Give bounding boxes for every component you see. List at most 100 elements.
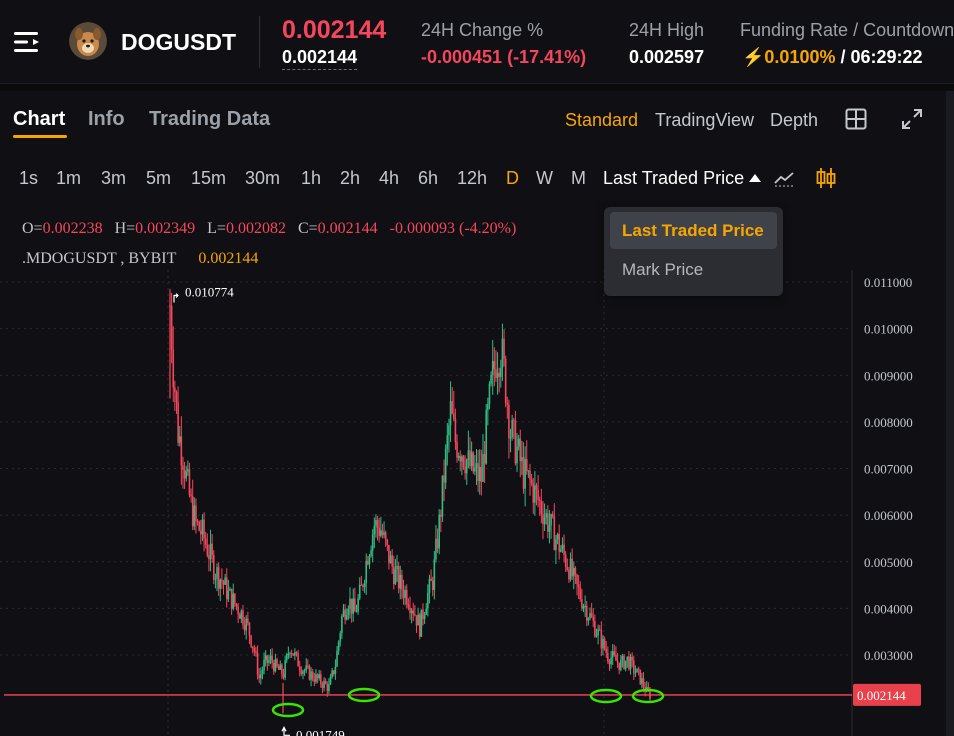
view-depth[interactable]: Depth	[770, 110, 819, 130]
candle-body	[251, 646, 254, 649]
candle-body	[272, 662, 275, 672]
fullscreen-icon[interactable]	[900, 107, 924, 131]
low-marker-label: 0.001749	[296, 727, 345, 736]
interval-5m[interactable]: 5m	[146, 168, 172, 188]
candle-body	[363, 582, 366, 587]
candle-body	[428, 578, 431, 593]
funding-label[interactable]: Funding Rate / Countdown	[740, 20, 954, 40]
annotation-circle	[631, 688, 665, 704]
candle-body	[219, 579, 222, 589]
candlestick-icon[interactable]	[815, 166, 837, 190]
ohlc-readout: O=0.002238 H=0.002349 L=0.002082 C=0.002…	[22, 220, 516, 238]
candle-body	[538, 499, 541, 502]
tab-info[interactable]: Info	[88, 108, 125, 130]
candle-body	[177, 402, 179, 443]
option-last-traded-price[interactable]: Last Traded Price	[610, 212, 777, 249]
c-label: C=	[297, 220, 318, 237]
candle-body	[402, 589, 405, 598]
interval-15m[interactable]: 15m	[191, 168, 227, 188]
candle-body	[204, 538, 207, 545]
candle-body	[285, 654, 288, 661]
candle-body	[187, 469, 189, 472]
interval-w[interactable]: W	[536, 168, 553, 188]
interval-30m[interactable]: 30m	[245, 168, 281, 188]
candle-body	[519, 438, 522, 462]
candle-body	[180, 436, 183, 466]
candle-body	[610, 657, 612, 665]
candle-body	[386, 539, 389, 545]
candle-body	[183, 470, 186, 479]
candle-body	[380, 530, 382, 536]
menu-icon[interactable]	[14, 30, 42, 54]
candle-body	[551, 514, 554, 517]
price-type-selector[interactable]: Last Traded Price	[603, 168, 745, 188]
active-tab-indicator	[13, 135, 67, 138]
candle-body	[315, 674, 317, 682]
candle-body	[298, 666, 301, 671]
c-value: 0.002144	[317, 220, 378, 237]
candle-body	[616, 660, 619, 663]
candle-body	[491, 361, 494, 375]
candle-body	[636, 668, 638, 673]
candle-body	[543, 517, 546, 525]
price-chart[interactable]: 0.011000 0.010000 0.009000 0.008000 0.007000…	[0, 270, 946, 736]
candle-body	[595, 635, 598, 637]
candle-body	[522, 456, 525, 489]
candle-body	[506, 403, 509, 405]
change-value: -0.000451 (-17.41%)	[421, 47, 587, 67]
candle-body	[545, 513, 548, 518]
candle-body	[485, 410, 488, 464]
candle-body	[295, 652, 298, 654]
candle-body	[370, 550, 372, 557]
candle-body	[196, 521, 199, 523]
interval-1m[interactable]: 1m	[56, 168, 82, 188]
candle-body	[438, 514, 440, 549]
mark-price[interactable]: 0.002144	[282, 47, 358, 70]
interval-4h[interactable]: 4h	[379, 168, 400, 188]
candle-body	[535, 485, 538, 490]
tab-chart[interactable]: Chart	[13, 108, 66, 130]
candle-body	[548, 525, 551, 532]
candle-body	[217, 567, 220, 589]
interval-1s[interactable]: 1s	[19, 168, 39, 188]
interval-12h[interactable]: 12h	[457, 168, 488, 188]
candle-body	[556, 534, 559, 540]
candle-body	[483, 454, 486, 464]
candle-body	[427, 592, 429, 609]
candle-body	[542, 514, 544, 525]
low-arrow-icon	[281, 725, 290, 736]
tab-trading-data[interactable]: Trading Data	[149, 108, 271, 130]
interval-d[interactable]: D	[506, 168, 519, 188]
interval-m[interactable]: M	[571, 168, 586, 188]
candle-body	[373, 525, 376, 535]
top-header: DOGUSDT 0.002144 0.002144 24H Change % -…	[0, 0, 954, 84]
candle-body	[417, 614, 419, 626]
candle-body	[498, 372, 500, 377]
candle-body	[530, 479, 533, 484]
candle-body	[279, 664, 282, 670]
view-tradingview[interactable]: TradingView	[655, 110, 755, 130]
candle-body	[524, 459, 526, 489]
candle-body	[332, 670, 335, 674]
interval-2h[interactable]: 2h	[340, 168, 361, 188]
line-chart-icon[interactable]	[773, 168, 797, 188]
interval-3m[interactable]: 3m	[101, 168, 127, 188]
candle-body	[287, 654, 290, 656]
interval-6h[interactable]: 6h	[418, 168, 439, 188]
caret-up-icon[interactable]	[749, 174, 761, 182]
candle-body	[603, 638, 606, 649]
candle-body	[482, 454, 484, 482]
candle-body	[590, 613, 593, 618]
candle-body	[529, 470, 531, 480]
layout-grid-icon[interactable]	[845, 108, 867, 130]
option-mark-price[interactable]: Mark Price	[622, 260, 704, 279]
interval-1h[interactable]: 1h	[301, 168, 322, 188]
symbol-name[interactable]: DOGUSDT	[121, 29, 236, 55]
scrollbar[interactable]	[946, 91, 954, 736]
candle-body	[602, 638, 604, 649]
candle-body	[477, 463, 479, 482]
candle-body	[579, 587, 582, 600]
candle-body	[500, 367, 502, 377]
view-standard[interactable]: Standard	[565, 110, 639, 130]
candle-body	[365, 560, 368, 583]
